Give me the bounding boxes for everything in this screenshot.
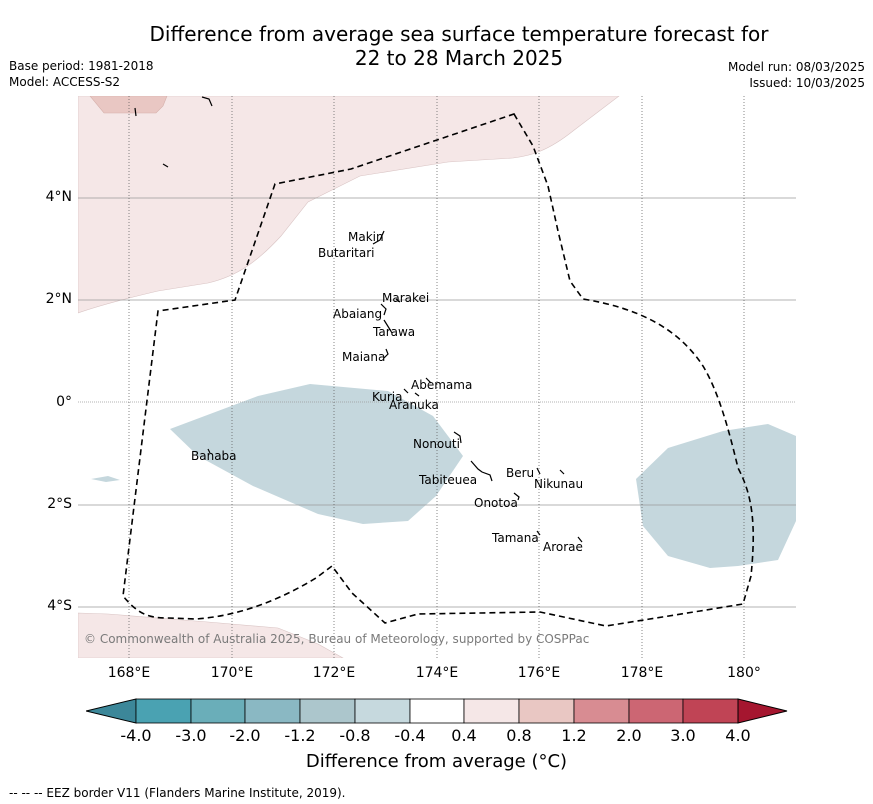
colorbar-label: Difference from average (°C) xyxy=(305,751,568,772)
title-line-2: 22 to 28 March 2025 xyxy=(354,46,564,70)
colorbar-tick: 0.8 xyxy=(506,726,532,745)
title-line-1: Difference from average sea surface temp… xyxy=(149,22,769,46)
map-title: Difference from average sea surface temp… xyxy=(0,22,873,70)
place-label: Kuria xyxy=(372,390,403,404)
cool-anomaly-east xyxy=(636,424,796,568)
lon-label: 170°E xyxy=(210,665,254,681)
place-label: Maiana xyxy=(342,350,386,364)
lon-label: 180° xyxy=(727,665,761,681)
meridians xyxy=(128,96,745,658)
place-label: Beru xyxy=(506,466,535,480)
colorbar-tick: -2.0 xyxy=(229,726,261,745)
colorbar-tick: -3.0 xyxy=(175,726,207,745)
lat-label: 4°S xyxy=(47,598,72,614)
place-label: Makin xyxy=(348,230,384,244)
place-label: Aranuka xyxy=(389,398,439,412)
lon-label: 178°E xyxy=(620,665,664,681)
cool-anomaly-small xyxy=(91,476,120,482)
map-svg xyxy=(78,96,796,658)
colorbar-segment xyxy=(463,698,520,724)
place-label: Marakei xyxy=(382,291,430,305)
colorbar-segment xyxy=(299,698,356,724)
colorbar-tick: -4.0 xyxy=(120,726,152,745)
eez-border xyxy=(122,113,755,627)
place-label: Butaritari xyxy=(318,246,375,260)
place-label: Abemama xyxy=(411,378,473,392)
meta-left: Base period: 1981-2018 Model: ACCESS-S2 xyxy=(9,58,154,90)
colorbar-tick: 2.0 xyxy=(616,726,642,745)
map-panel: © Commonwealth of Australia 2025, Bureau… xyxy=(78,96,796,658)
cool-anomaly-central xyxy=(170,384,463,524)
colorbar-segment xyxy=(190,698,246,724)
colorbar-tick: -0.4 xyxy=(394,726,426,745)
colorbar-arrow-high xyxy=(737,698,788,724)
lat-label: 4°N xyxy=(45,189,72,205)
lon-label: 174°E xyxy=(415,665,459,681)
colorbar-tick: 3.0 xyxy=(670,726,696,745)
place-label: Nonouti xyxy=(413,437,460,451)
colorbar-tick: 0.4 xyxy=(451,726,477,745)
place-label: Nikunau xyxy=(534,477,584,491)
model-name: Model: ACCESS-S2 xyxy=(9,75,121,89)
footer-note: -- -- -- EEZ border V11 (Flanders Marine… xyxy=(9,786,346,800)
colorbar-segment xyxy=(628,698,684,724)
place-label: Abaiang xyxy=(333,307,383,321)
copyright-notice: © Commonwealth of Australia 2025, Bureau… xyxy=(84,632,590,646)
model-run: Model run: 08/03/2025 xyxy=(727,60,865,74)
place-label: Tabiteuea xyxy=(419,473,478,487)
place-label: Banaba xyxy=(191,449,237,463)
colorbar-segment xyxy=(682,698,739,724)
colorbar-segment xyxy=(354,698,411,724)
colorbar-arrow-low xyxy=(86,698,137,724)
colorbar xyxy=(86,698,788,724)
colorbar-tick: 4.0 xyxy=(725,726,751,745)
place-label: Arorae xyxy=(543,540,583,554)
warm-anomaly-south xyxy=(78,612,344,658)
warm-anomaly-patch xyxy=(89,96,168,114)
atolls xyxy=(134,96,583,543)
base-period: Base period: 1981-2018 xyxy=(9,59,154,73)
colorbar-tick: -1.2 xyxy=(284,726,316,745)
issued-date: Issued: 10/03/2025 xyxy=(749,76,865,90)
colorbar-segment xyxy=(573,698,630,724)
colorbar-segment xyxy=(135,698,192,724)
colorbar-segment xyxy=(409,698,465,724)
place-label: Tamana xyxy=(492,531,539,545)
lat-label: 0° xyxy=(56,394,72,410)
lon-label: 176°E xyxy=(517,665,561,681)
lat-label: 2°N xyxy=(45,291,72,307)
warm-anomaly-north xyxy=(78,96,620,314)
colorbar-tick: 1.2 xyxy=(561,726,587,745)
lat-label: 2°S xyxy=(47,496,72,512)
place-label: Onotoa xyxy=(474,496,518,510)
colorbar-tick: -0.8 xyxy=(339,726,371,745)
colorbar-segment xyxy=(244,698,301,724)
lon-label: 168°E xyxy=(107,665,151,681)
lon-label: 172°E xyxy=(312,665,356,681)
place-label: Tarawa xyxy=(373,325,416,339)
meta-right: Model run: 08/03/2025 Issued: 10/03/2025 xyxy=(728,59,865,91)
colorbar-segment xyxy=(518,698,575,724)
